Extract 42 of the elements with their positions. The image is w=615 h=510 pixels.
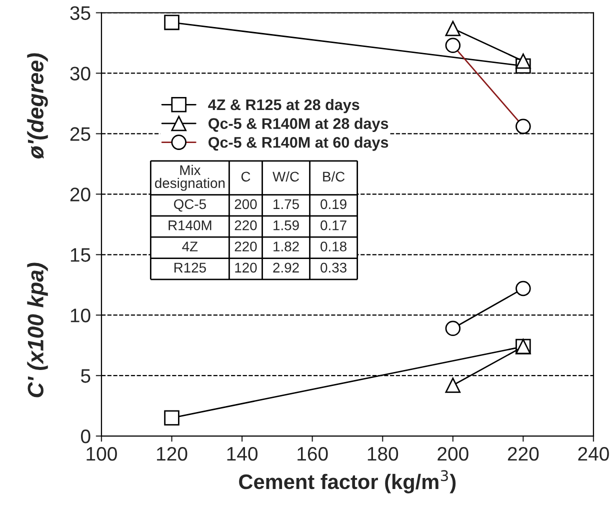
y-tick-label: 5 [81, 369, 90, 383]
x-tick-label: 120 [157, 446, 188, 461]
annotation: R125 [174, 262, 206, 273]
y-tick-label: 25 [70, 127, 90, 141]
annotation: 4Z [182, 242, 198, 252]
x-tick-label: 180 [368, 446, 398, 461]
annotation: W/C [272, 171, 299, 182]
y-tick-label: 0 [81, 430, 90, 444]
y-tick-label: 15 [70, 248, 90, 262]
x-tick-label: 140 [227, 446, 258, 461]
y-tick-label: 35 [70, 6, 90, 20]
y-tick-label: 20 [70, 188, 90, 202]
y-tick-label: 10 [70, 308, 90, 322]
y2-axis-title: C' (x100 kpa) [27, 262, 48, 398]
annotation: 0.17 [320, 220, 346, 230]
annotation: 1.75 [274, 199, 299, 210]
y-tick-label: 30 [70, 66, 90, 80]
annotation: 220 [234, 242, 257, 252]
annotation: R140M [168, 220, 212, 230]
legend-label: Qc-5 & R140M at 60 days [208, 136, 388, 151]
x-axis-title: Cement factor (kg/m$^{3}$) [239, 470, 456, 494]
annotation: 200 [234, 199, 257, 210]
annotation: 1.59 [274, 220, 299, 230]
x-tick-label: 240 [578, 446, 609, 461]
x-tick-label: 160 [298, 446, 328, 461]
annotation: 120 [235, 262, 257, 273]
legend-label: 4Z & R125 at 28 days [208, 98, 360, 114]
annotation: QC-5 [174, 199, 206, 212]
annotation: 2.92 [273, 262, 299, 273]
x-tick-label: 220 [508, 446, 539, 461]
x-tick-label: 100 [86, 446, 117, 461]
annotation: C [241, 172, 250, 182]
annotation: 0.19 [320, 199, 346, 210]
y-axis-title: ø'(degree) [27, 53, 48, 159]
annotation: 220 [234, 220, 257, 230]
annotation: 0.18 [320, 242, 346, 252]
legend-label: Qc-5 & R140M at 28 days [208, 118, 388, 132]
x-tick-label: 200 [438, 446, 468, 461]
annotation: Mix designation [155, 164, 225, 191]
annotation: B/C [323, 171, 345, 182]
annotation: 1.82 [274, 242, 299, 252]
annotation: 0.33 [320, 262, 346, 273]
